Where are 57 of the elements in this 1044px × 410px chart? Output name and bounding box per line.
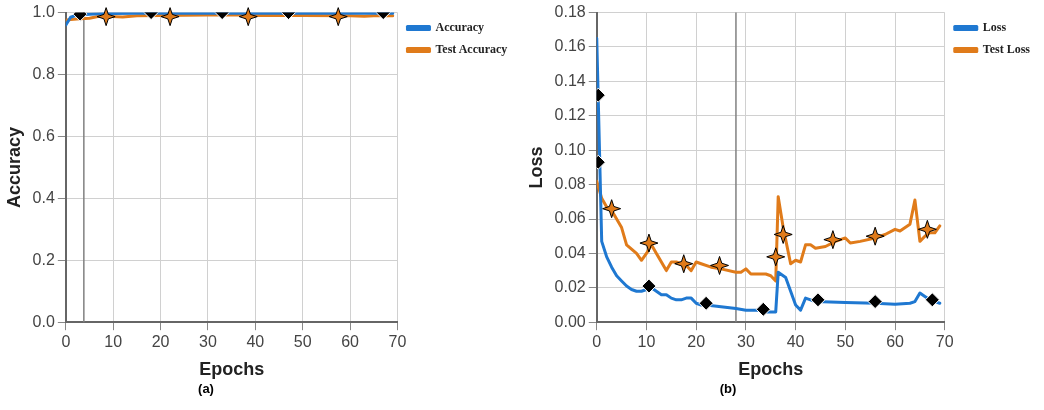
y-tick-label: 0.16 <box>554 37 586 55</box>
x-tick-label: 30 <box>199 333 217 351</box>
y-tick-label: 0.02 <box>554 278 586 296</box>
x-tick-label: 60 <box>341 333 360 351</box>
x-tick-label: 50 <box>293 333 312 351</box>
x-tick-label: 60 <box>886 333 905 351</box>
y-tick-label: 0.08 <box>554 175 586 193</box>
point <box>641 278 657 294</box>
y-tick-label: 0.14 <box>554 71 586 89</box>
point <box>867 294 883 310</box>
legend-label: Test Loss <box>982 42 1031 57</box>
legend-label: Accuracy <box>435 20 485 35</box>
point <box>924 292 940 308</box>
point <box>766 247 786 267</box>
y-tick-label: 1.0 <box>32 3 55 21</box>
x-axis-title: Epochs <box>199 359 265 380</box>
y-tick-label: 0.00 <box>554 312 586 330</box>
y-tick-label: 0.8 <box>32 64 55 82</box>
y-tick-label: 0.10 <box>554 140 586 158</box>
point <box>865 226 885 246</box>
x-tick-label: 20 <box>687 333 706 351</box>
y-tick-label: 0.18 <box>554 3 586 21</box>
point <box>710 255 730 275</box>
x-tick-label: 30 <box>736 333 755 351</box>
x-tick-label: 40 <box>786 333 805 351</box>
point <box>810 292 826 308</box>
point <box>755 301 771 317</box>
x-tick-label: 20 <box>151 333 170 351</box>
x-tick-label: 50 <box>836 333 855 351</box>
x-axis-title: Epochs <box>738 359 804 380</box>
x-tick-label: 70 <box>935 333 954 351</box>
y-tick-label: 0.4 <box>32 188 55 206</box>
y-tick-label: 0.2 <box>32 250 55 268</box>
text: (b) <box>718 381 738 396</box>
legend-label: Loss <box>982 20 1007 35</box>
y-tick-label: 0.12 <box>554 106 586 124</box>
point <box>602 199 622 219</box>
y-tick-label: 0.04 <box>554 243 586 261</box>
point <box>917 219 937 239</box>
x-tick-label: 40 <box>246 333 265 351</box>
y-tick-label: 0.0 <box>32 312 55 330</box>
point <box>674 254 694 274</box>
y-tick-label: 0.6 <box>32 126 55 144</box>
x-tick-label: 0 <box>592 333 602 351</box>
y-axis-title: Loss <box>525 146 546 189</box>
point <box>639 233 659 253</box>
x-tick-label: 0 <box>61 333 71 351</box>
point <box>773 224 793 244</box>
y-tick-label: 0.06 <box>554 209 586 227</box>
x-tick-label: 10 <box>104 333 123 351</box>
x-tick-label: 10 <box>637 333 656 351</box>
point <box>698 295 714 311</box>
y-axis-title: Accuracy <box>3 126 24 208</box>
text: (a) <box>197 381 215 396</box>
legend-label: Test Accuracy <box>435 42 508 57</box>
x-tick-label: 70 <box>388 333 407 351</box>
point <box>823 230 843 250</box>
